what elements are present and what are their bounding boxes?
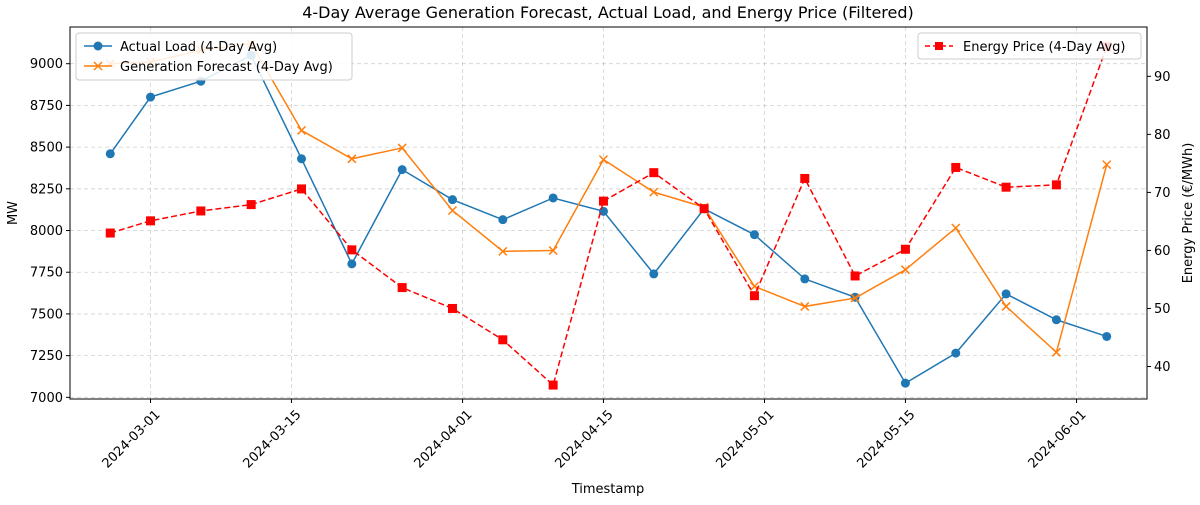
x-tick-label: 2024-05-15 xyxy=(854,407,918,471)
data-point-actual-load xyxy=(105,149,115,159)
y-tick-label-right: 40 xyxy=(1154,360,1171,375)
legend-energy-price-marker xyxy=(935,42,943,50)
y-tick-label-left: 9000 xyxy=(30,57,63,72)
data-point-actual-load xyxy=(1001,289,1011,299)
data-point-generation-forecast xyxy=(951,223,961,233)
series-layer xyxy=(105,39,1112,390)
data-point-actual-load xyxy=(900,378,910,388)
data-point-generation-forecast xyxy=(498,246,508,256)
data-point-generation-forecast xyxy=(598,155,608,165)
y-tick-label-left: 7250 xyxy=(30,349,63,364)
data-point-generation-forecast xyxy=(1102,160,1112,170)
data-point-actual-load xyxy=(498,215,508,225)
data-point-actual-load xyxy=(297,154,307,164)
y-axis-label-right: Energy Price (€/MWh) xyxy=(1181,143,1196,284)
y-tick-label-right: 70 xyxy=(1154,186,1171,201)
data-point-actual-load xyxy=(649,269,659,279)
data-point-energy-price xyxy=(598,196,608,206)
series-line-actual-load xyxy=(109,54,1107,385)
data-point-actual-load xyxy=(548,193,558,203)
legend-right-box xyxy=(917,32,1142,60)
data-point-energy-price xyxy=(297,184,307,194)
y-tick-label-right: 60 xyxy=(1154,244,1171,259)
data-point-energy-price xyxy=(105,228,115,238)
data-point-actual-load xyxy=(447,195,457,205)
data-point-generation-forecast xyxy=(850,293,860,303)
plot-frame xyxy=(69,26,1148,400)
data-point-generation-forecast xyxy=(548,246,558,256)
chart-title: 4-Day Average Generation Forecast, Actua… xyxy=(302,3,914,22)
x-tick-label: 2024-04-15 xyxy=(552,407,616,471)
legend-generation-forecast-marker xyxy=(93,61,103,71)
grid xyxy=(70,27,1147,399)
x-tick-label: 2024-05-01 xyxy=(714,407,778,471)
data-point-energy-price xyxy=(196,206,206,216)
legend-generation-forecast-label: Generation Forecast (4-Day Avg) xyxy=(120,60,333,75)
data-point-generation-forecast xyxy=(296,125,307,135)
data-point-actual-load xyxy=(347,259,357,269)
data-point-actual-load xyxy=(749,230,759,240)
y-tick-label-left: 7750 xyxy=(30,266,63,281)
data-point-generation-forecast xyxy=(397,143,407,153)
data-point-energy-price xyxy=(951,162,961,172)
data-point-energy-price xyxy=(246,200,256,210)
data-point-energy-price xyxy=(146,216,156,226)
x-tick-label: 2024-03-15 xyxy=(240,407,304,471)
data-point-actual-load xyxy=(951,348,961,358)
y-axis-label-left: MW xyxy=(6,201,21,225)
data-point-energy-price xyxy=(548,380,558,390)
data-point-generation-forecast xyxy=(347,154,357,164)
data-point-generation-forecast xyxy=(1001,301,1011,311)
data-point-energy-price xyxy=(649,168,659,178)
y-tick-label-left: 8750 xyxy=(30,99,63,114)
y-tick-label-left: 8500 xyxy=(30,141,63,156)
y-tick-label-left: 7500 xyxy=(30,307,63,322)
data-point-energy-price xyxy=(850,271,860,281)
data-point-generation-forecast xyxy=(649,187,659,197)
data-point-generation-forecast xyxy=(800,301,810,311)
data-point-energy-price xyxy=(699,204,709,214)
data-point-actual-load xyxy=(1051,315,1061,325)
data-point-generation-forecast xyxy=(900,265,910,275)
y-tick-label-right: 90 xyxy=(1154,70,1171,85)
axes: 2024-03-01 2024-03-15 2024-04-01 2024-04-15… xyxy=(30,57,1171,471)
legend-energy-price-label: Energy Price (4-Day Avg) xyxy=(963,40,1125,55)
data-point-generation-forecast xyxy=(1051,347,1061,357)
y-tick-label-left: 8000 xyxy=(30,224,63,239)
data-point-actual-load xyxy=(800,274,810,284)
data-point-energy-price xyxy=(1051,180,1061,190)
y-tick-label-left: 8250 xyxy=(30,182,63,197)
data-point-energy-price xyxy=(900,244,910,254)
data-point-energy-price xyxy=(397,283,407,293)
data-point-actual-load xyxy=(146,92,156,102)
y-tick-label-right: 50 xyxy=(1154,302,1171,317)
legend-left: Actual Load (4-Day Avg) Generation Forec… xyxy=(75,32,353,81)
series-line-energy-price xyxy=(110,46,1108,387)
data-point-actual-load xyxy=(1102,331,1112,341)
data-point-energy-price xyxy=(447,303,457,313)
legend-left-box xyxy=(75,32,353,81)
data-point-actual-load xyxy=(397,165,407,175)
x-tick-label: 2024-06-01 xyxy=(1026,407,1090,471)
legend-right: Energy Price (4-Day Avg) xyxy=(917,32,1142,60)
data-point-energy-price xyxy=(800,173,810,183)
x-tick-label: 2024-03-01 xyxy=(100,407,164,471)
y-tick-label-left: 7000 xyxy=(30,391,63,406)
data-point-energy-price xyxy=(749,291,759,301)
legend-actual-load-label: Actual Load (4-Day Avg) xyxy=(120,40,277,55)
data-point-generation-forecast xyxy=(447,205,458,216)
data-point-energy-price xyxy=(347,245,357,255)
data-point-energy-price xyxy=(498,335,508,345)
data-point-energy-price xyxy=(1001,182,1011,192)
y-tick-label-right: 80 xyxy=(1154,128,1171,143)
legend-actual-load-marker xyxy=(93,41,103,51)
x-axis-label: Timestamp xyxy=(571,482,645,497)
x-tick-label: 2024-04-01 xyxy=(412,407,476,471)
